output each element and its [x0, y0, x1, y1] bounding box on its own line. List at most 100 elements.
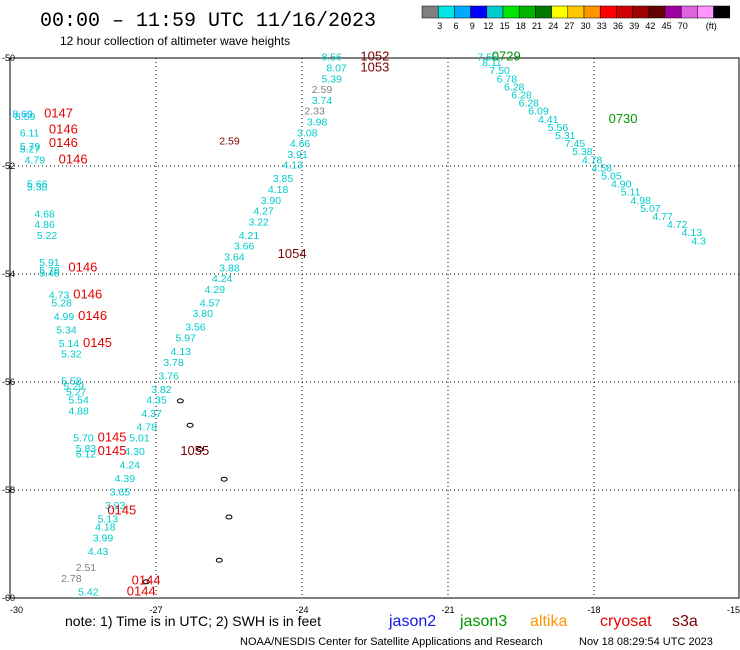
y-tick-label: -60: [2, 593, 15, 603]
swh-label: 4.88: [68, 405, 89, 417]
swh-label: 5.14: [59, 338, 80, 350]
swh-label: 4.68: [34, 208, 55, 220]
swh-label-s3a: 2.59: [219, 135, 240, 147]
time-label: 0146: [73, 286, 102, 301]
colorbar-label: 3: [437, 21, 442, 31]
swh-label: 5.54: [68, 395, 89, 407]
swh-label: 4.77: [652, 211, 673, 223]
time-label: 0144: [127, 583, 156, 598]
swh-label: 3.98: [307, 117, 328, 129]
colorbar-swatch: [551, 5, 569, 19]
swh-label: 6.78: [497, 73, 518, 85]
x-tick-label: -18: [587, 605, 600, 615]
swh-label: 5.70: [73, 432, 94, 444]
swh-label: 5.42: [78, 586, 99, 598]
chart-title: 00:00 – 11:59 UTC 11/16/2023: [40, 10, 376, 33]
swh-label: 4.13: [682, 227, 703, 239]
island-outline: [220, 476, 228, 482]
swh-label: 8.07: [326, 63, 347, 75]
swh-label: 4.57: [200, 297, 221, 309]
colorbar-label: 27: [564, 21, 574, 31]
swh-label: 5.27: [20, 144, 41, 156]
swh-label: 5.29: [64, 381, 85, 393]
swh-label: 3.80: [193, 308, 214, 320]
swh-label: 3.22: [248, 216, 269, 228]
swh-label: 5.27: [66, 387, 87, 399]
colorbar-label: 15: [500, 21, 510, 31]
island-outline: [176, 398, 184, 404]
swh-label: 5.58: [61, 376, 82, 388]
time-label: 0146: [49, 122, 78, 137]
y-tick-label: -58: [2, 485, 15, 495]
plot-area: -30 -27 -24 -21 -18 -15 -50 -52 -54 -56 -58 -60 8.56…: [2, 49, 740, 615]
colorbar-swatch: [437, 5, 455, 19]
time-label: 0146: [78, 308, 107, 323]
satellite-legend-cryosat: cryosat: [600, 613, 652, 630]
swh-label: 4.29: [205, 284, 226, 296]
swh-label: 5.34: [56, 324, 77, 336]
swh-label: 5.38: [27, 181, 48, 193]
swh-label: 5.31: [555, 130, 576, 142]
swh-label: 6.09: [528, 106, 549, 118]
swh-label: 4.72: [667, 219, 688, 231]
swh-label: 5.13: [98, 513, 119, 525]
colorbar-swatch: [470, 5, 488, 19]
swh-label: 6.11: [20, 127, 40, 139]
x-tick-label: -21: [441, 605, 454, 615]
swh-label: 5.22: [37, 230, 58, 242]
swh-label: 3.08: [297, 127, 318, 139]
colorbar-label: 9: [470, 21, 475, 31]
colorbar-swatch: [648, 5, 666, 19]
swh-label: 5.05: [601, 171, 622, 183]
time-label: 0145: [98, 429, 127, 444]
colorbar-label: 6: [454, 21, 459, 31]
swh-label: 5.39: [321, 73, 342, 85]
swh-label: 6.28: [519, 98, 540, 110]
swh-label: 3.99: [93, 532, 114, 544]
time-label: 0729: [492, 49, 521, 64]
satellite-legend: jason2 jason3 altika cryosat s3a: [388, 613, 698, 630]
swh-label: 4.73: [49, 289, 70, 301]
swh-label: 5.91: [39, 257, 60, 269]
swh-label: 5.97: [175, 333, 196, 345]
swh-label: 7.50: [489, 65, 510, 77]
y-tick-label: -52: [2, 161, 15, 171]
colorbar-swatch: [632, 5, 650, 19]
swh-label: 2.33: [304, 106, 325, 118]
swh-label: 8.69: [12, 108, 33, 120]
colorbar-label: 42: [645, 21, 655, 31]
satellite-legend-altika: altika: [530, 613, 567, 630]
x-tick-label: -24: [295, 605, 308, 615]
colorbar-label: 36: [613, 21, 623, 31]
colorbar-swatch: [486, 5, 504, 19]
swh-label: 8.11: [482, 57, 502, 69]
colorbar-label: 24: [548, 21, 558, 31]
time-label: 0146: [59, 151, 88, 166]
swh-label: 5.32: [61, 349, 82, 361]
swh-label: 6.12: [76, 449, 97, 461]
swh-label: 4.79: [25, 154, 46, 166]
swh-label: 7.45: [565, 138, 586, 150]
colorbar-swatch: [697, 5, 714, 19]
swh-label: 3.64: [224, 252, 245, 264]
footnote: note: 1) Time is in UTC; 2) SWH is in fe…: [65, 613, 321, 629]
colorbar-swatch: [664, 5, 682, 19]
colorbar-swatch: [713, 5, 731, 19]
time-label: 0146: [68, 259, 97, 274]
swh-label: 5.38: [572, 146, 593, 158]
swh-label: 2.78: [61, 573, 82, 585]
swh-label: 4.99: [54, 311, 75, 323]
swh-label: 4.24: [212, 273, 233, 285]
swh-label: 4.66: [290, 138, 311, 150]
x-tick-label: -15: [727, 605, 740, 615]
colorbar-swatch: [502, 5, 520, 19]
swh-label: 5.48: [39, 268, 60, 280]
satellite-legend-s3a: s3a: [672, 613, 698, 630]
swh-label: 3.56: [185, 322, 206, 334]
time-label: 1054: [278, 246, 307, 261]
island-outline: [225, 514, 233, 520]
satellite-legend-jason2: jason2: [388, 613, 436, 630]
swh-label: 8.56: [321, 52, 342, 64]
swh-label: 4.98: [631, 195, 652, 207]
swh-label: 5.11: [621, 187, 641, 199]
